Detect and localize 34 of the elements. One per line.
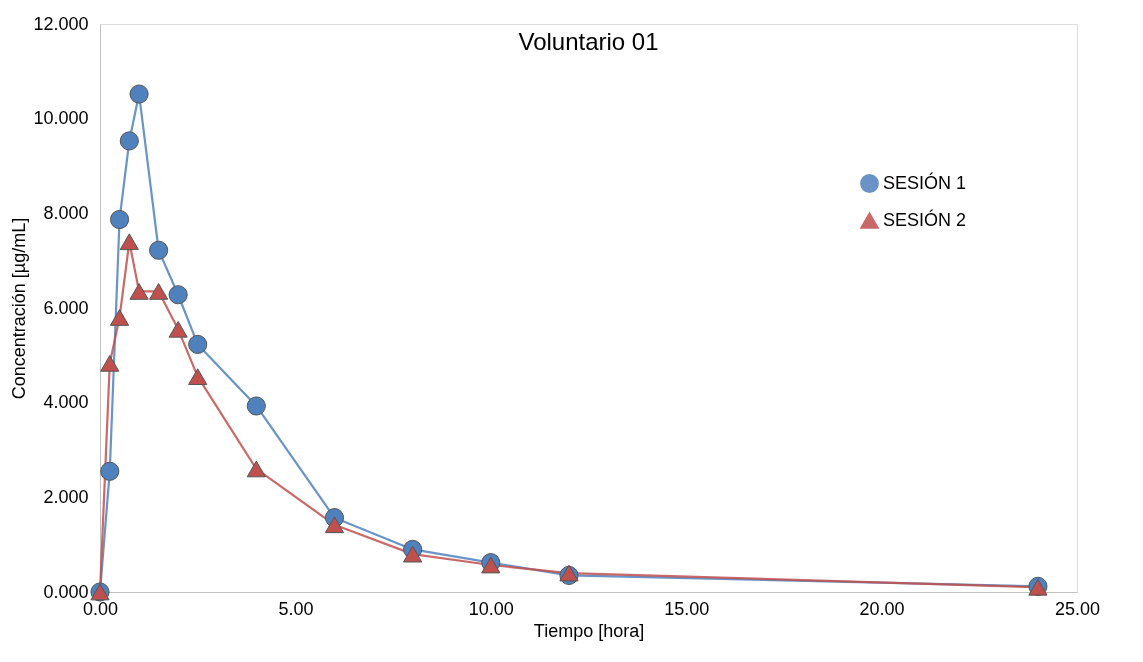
y-tick-label: 8.000	[43, 202, 89, 223]
y-axis-title: Concentración [µg/mL]	[9, 217, 30, 400]
point	[188, 334, 208, 355]
y-tick-label: 2.000	[43, 486, 89, 507]
legend-label: SESIÓN 1	[883, 171, 967, 193]
point	[119, 131, 139, 151]
y-tick-label: 6.000	[43, 297, 89, 318]
point	[129, 84, 149, 104]
chart-title: Voluntario 01	[518, 28, 659, 55]
x-tick-label: 15.00	[664, 598, 710, 619]
point	[129, 283, 149, 300]
point	[246, 396, 266, 416]
y-tick-label: 12.000	[33, 13, 89, 34]
legend-label: SESIÓN 2	[883, 208, 967, 230]
point	[119, 233, 139, 251]
point	[109, 209, 130, 230]
x-tick-label: 20.00	[859, 598, 905, 619]
point	[100, 461, 120, 481]
point	[149, 240, 169, 260]
point	[109, 309, 130, 326]
point	[188, 368, 208, 385]
point	[168, 320, 188, 338]
y-tick-label: 10.000	[33, 108, 89, 129]
point	[246, 460, 266, 478]
x-tick-label: 5.00	[278, 598, 314, 619]
point	[149, 283, 169, 300]
x-tick-label: 25.00	[1054, 598, 1101, 619]
y-tick-label: 4.000	[43, 392, 89, 413]
point	[168, 285, 188, 305]
point	[403, 545, 423, 563]
point	[324, 516, 345, 534]
x-tick-label: 10.00	[468, 598, 514, 619]
x-axis-title: Tiempo [hora]	[533, 620, 645, 641]
point	[100, 355, 120, 372]
